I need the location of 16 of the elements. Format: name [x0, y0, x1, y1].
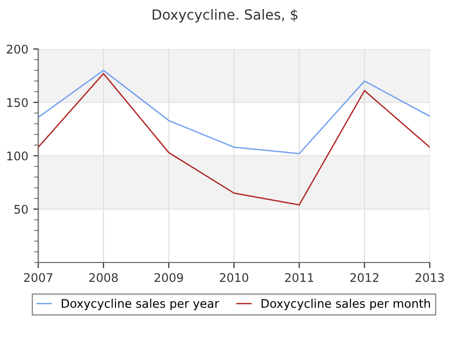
y-tick-label: 50: [14, 204, 28, 214]
x-tick-label: 2008: [89, 273, 118, 282]
y-tick-label: 150: [7, 98, 28, 108]
line-series: [38, 70, 430, 154]
x-tick-label: 2012: [350, 273, 378, 282]
y-tick-label: 100: [7, 151, 28, 160]
x-tick-label: 2009: [154, 273, 183, 282]
y-tick-label: 200: [6, 44, 28, 54]
x-tick-label: 2007: [24, 273, 52, 282]
legend-label: Doxycycline sales per month: [262, 298, 430, 310]
x-tick-label: 2010: [220, 273, 248, 282]
legend-label: Doxycycline sales per year: [62, 298, 220, 310]
chart-title: Doxycycline. Sales, $: [152, 9, 298, 22]
line-series: [38, 72, 430, 206]
x-tick-label: 2011: [285, 273, 314, 282]
x-tick-label: 2013: [416, 273, 444, 282]
